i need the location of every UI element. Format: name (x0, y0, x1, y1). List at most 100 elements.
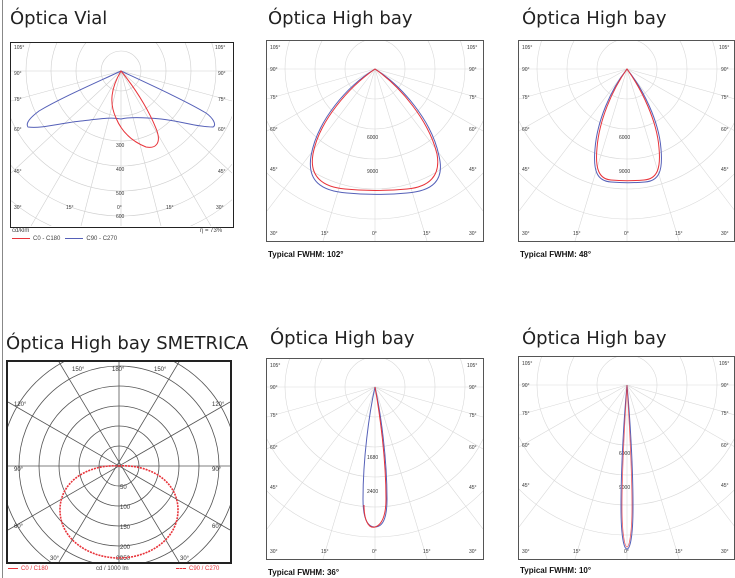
angle-label: 30° (721, 231, 729, 237)
panel-title-vial: Óptica Vial (10, 8, 108, 29)
radial-label: 500 (116, 191, 125, 197)
polar-plot-highbay-36: 105° 105° 90° 90° 75° 75° 60° 60° 45° 45° 30°… (267, 359, 483, 559)
angle-label: 45° (14, 169, 22, 175)
legend-swatch-c0 (8, 567, 18, 569)
angle-label: 120° (212, 402, 225, 408)
polar-chart-highbay-10: 105° 105° 90° 90° 75° 75° 60° 60° 45° 45° 30°… (518, 356, 735, 560)
angle-label: 90° (270, 67, 278, 73)
radial-label: 50 (120, 485, 127, 491)
angle-label: 15° (573, 231, 581, 237)
legend-swatch-c90 (176, 567, 186, 569)
angle-label: 150° (154, 367, 167, 373)
angle-label: 15° (573, 549, 581, 555)
angle-label: 180° (112, 367, 125, 373)
curve-c0-c180 (363, 386, 387, 528)
angle-label: 105° (270, 45, 280, 51)
unit-label-vial: cd/klm (12, 228, 30, 234)
angle-label: 15° (66, 205, 74, 211)
angle-label: 75° (218, 97, 226, 103)
angle-label: 15° (423, 231, 431, 237)
angle-label: 60° (469, 127, 477, 133)
radial-label: 200 (120, 545, 131, 551)
angle-label: 45° (270, 485, 278, 491)
angle-label: 90° (14, 71, 22, 77)
polar-plot-highbay-102: 105° 105° 90° 90° 75° 75° 60° 60° 45° 45° 30°… (267, 41, 483, 241)
angle-label: 60° (469, 445, 477, 451)
angle-label: 15° (321, 231, 329, 237)
angle-label: 45° (721, 483, 729, 489)
angle-label: 75° (522, 95, 530, 101)
angle-label: 30° (721, 549, 729, 555)
angle-label: 60° (14, 127, 22, 133)
angle-label: 105° (522, 45, 532, 51)
angle-label: 75° (270, 95, 278, 101)
angle-label: 120° (14, 402, 27, 408)
legend-item-c0: C0 - C180 (33, 236, 61, 242)
polar-grid (519, 357, 734, 559)
radial-label: 300 (116, 143, 125, 149)
panel-title-smetrica: Óptica High bay SMETRICA (6, 333, 249, 354)
legend-smetrica-left: C0 / C180 (8, 566, 48, 572)
angle-label: 15° (321, 549, 329, 555)
fwhm-caption-102: Typical FWHM: 102° (268, 250, 344, 259)
angle-label: 30° (522, 231, 530, 237)
angle-label: 45° (469, 167, 477, 173)
angle-label: 105° (270, 363, 280, 369)
polar-grid (11, 43, 232, 226)
angle-label: 0° (372, 549, 377, 555)
angle-label: 75° (469, 95, 477, 101)
curve-c0-c180 (311, 68, 439, 191)
polar-grid (519, 41, 734, 241)
angle-label: 60° (218, 127, 226, 133)
radial-label: 9000 (367, 169, 378, 175)
angle-label: 150° (72, 367, 85, 373)
angle-label: 45° (721, 167, 729, 173)
unit-label-smetrica: cd / 1000 lm (96, 566, 129, 572)
angle-label: 75° (721, 411, 729, 417)
angle-label: 90° (522, 383, 530, 389)
angle-label: 75° (270, 413, 278, 419)
radial-label: 100 (120, 505, 131, 511)
legend-swatch-c90 (65, 237, 84, 239)
curve-c0-c180 (111, 70, 159, 148)
angle-label: 30° (270, 231, 278, 237)
radial-label: 6000 (619, 451, 630, 457)
curve-smetrica (59, 465, 179, 559)
angle-label: 0° (624, 549, 629, 555)
polar-grid (8, 362, 230, 562)
polar-chart-highbay-36: 105° 105° 90° 90° 75° 75° 60° 60° 45° 45° 30°… (266, 358, 484, 560)
angle-label: 105° (467, 363, 477, 369)
polar-plot-highbay-10: 105° 105° 90° 90° 75° 75° 60° 60° 45° 45° 30°… (519, 357, 734, 559)
angle-label: 90° (469, 385, 477, 391)
angle-label: 45° (270, 167, 278, 173)
angle-label: 90° (721, 383, 729, 389)
curve-c0-c180 (596, 68, 660, 182)
radial-label: 9000 (619, 169, 630, 175)
angle-label: 75° (14, 97, 22, 103)
angle-label: 0° (372, 231, 377, 237)
legend-item-c0: C0 / C180 (21, 566, 49, 572)
fwhm-caption-36: Typical FWHM: 36° (268, 568, 340, 577)
polar-plot-vial: 105° 105° 90° 90° 75° 75° 60° 60° 45° 45… (11, 43, 232, 226)
angle-label: 60° (721, 443, 729, 449)
angle-label: 30° (469, 549, 477, 555)
angle-label: 90° (469, 67, 477, 73)
angle-label: 15° (675, 549, 683, 555)
angle-label: 60° (522, 443, 530, 449)
panel-title-highbay-102: Óptica High bay (268, 8, 413, 29)
legend-vial: C0 - C180 C90 - C270 (12, 236, 117, 242)
angle-label: 30° (270, 549, 278, 555)
curve-c90-c270 (620, 384, 634, 550)
radial-label: 400 (116, 167, 125, 173)
radial-label: 9000 (619, 485, 630, 491)
angle-label: 45° (522, 167, 530, 173)
angle-label: 15° (166, 205, 174, 211)
radial-label: 250 (120, 556, 131, 562)
angle-label: 105° (467, 45, 477, 51)
polar-plot-highbay-48: 105° 105° 90° 90° 75° 75° 60° 60° 45° 45° 30°… (519, 41, 734, 241)
angle-label: 0° (624, 231, 629, 237)
angle-label: 75° (721, 95, 729, 101)
angle-label: 75° (522, 411, 530, 417)
angle-label: 90° (270, 385, 278, 391)
angle-label: 15° (675, 231, 683, 237)
